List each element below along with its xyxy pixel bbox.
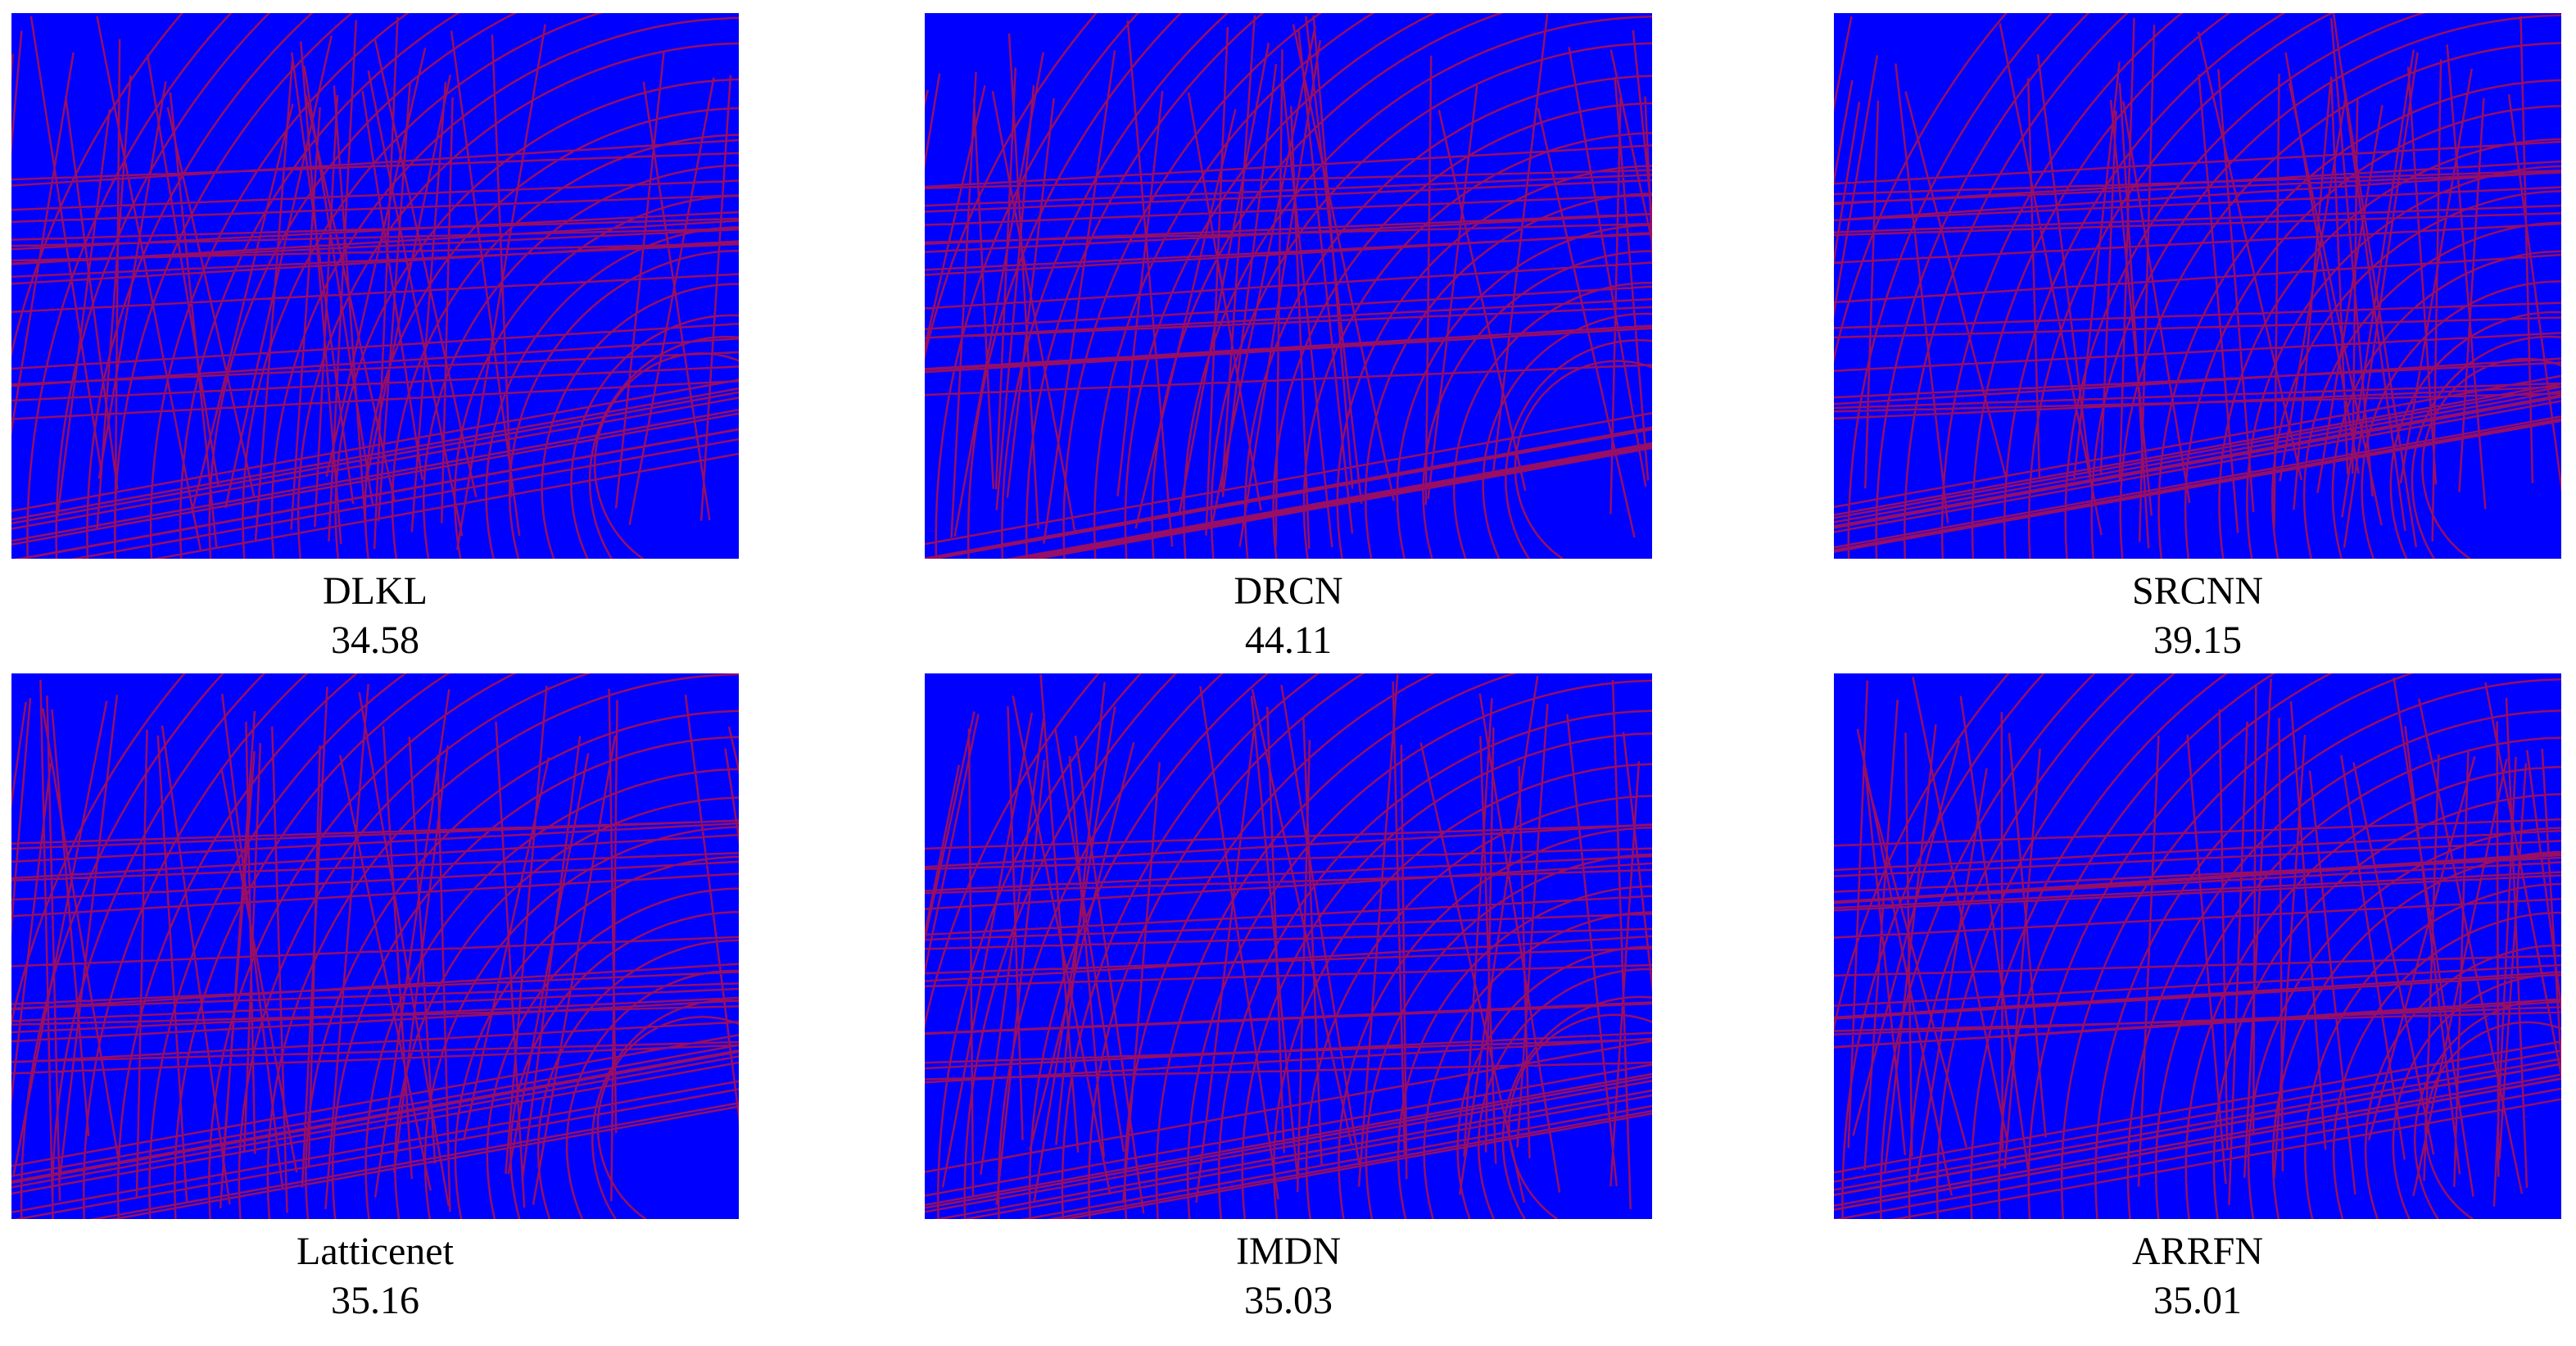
panel-score: 35.01 xyxy=(2153,1279,2242,1322)
edge-lines xyxy=(925,13,1652,559)
edge-map-image xyxy=(925,13,1652,559)
edge-map-image xyxy=(925,673,1652,1219)
edge-lines xyxy=(925,673,1652,1219)
edge-lines xyxy=(11,13,739,559)
panel-score: 35.03 xyxy=(1244,1279,1333,1322)
panel-label: DLKL xyxy=(323,569,428,613)
panel: DLKL 34.58 xyxy=(11,13,739,665)
panel: IMDN 35.03 xyxy=(925,673,1652,1326)
edge-lines xyxy=(1834,13,2561,559)
edge-map-image xyxy=(11,13,739,559)
panel: SRCNN 39.15 xyxy=(1834,13,2561,665)
panel: Latticenet 35.16 xyxy=(11,673,739,1326)
edge-map-image xyxy=(11,673,739,1219)
edge-map-image xyxy=(1834,673,2561,1219)
image-background xyxy=(1834,673,2561,1219)
panel-score: 39.15 xyxy=(2153,619,2242,662)
panel-score: 44.11 xyxy=(1244,619,1333,662)
panel-label: SRCNN xyxy=(2131,569,2264,613)
edge-lines xyxy=(1834,673,2561,1219)
panel: DRCN 44.11 xyxy=(925,13,1652,665)
panel-score: 34.58 xyxy=(331,619,419,662)
panel-label: ARRFN xyxy=(2131,1230,2264,1273)
edge-map-image xyxy=(1834,13,2561,559)
panel-label: Latticenet xyxy=(297,1230,454,1273)
panel-score: 35.16 xyxy=(331,1279,419,1322)
panel: ARRFN 35.01 xyxy=(1834,673,2561,1326)
edge-lines xyxy=(11,673,739,1219)
panel-label: IMDN xyxy=(1236,1230,1341,1273)
panel-label: DRCN xyxy=(1234,569,1343,613)
